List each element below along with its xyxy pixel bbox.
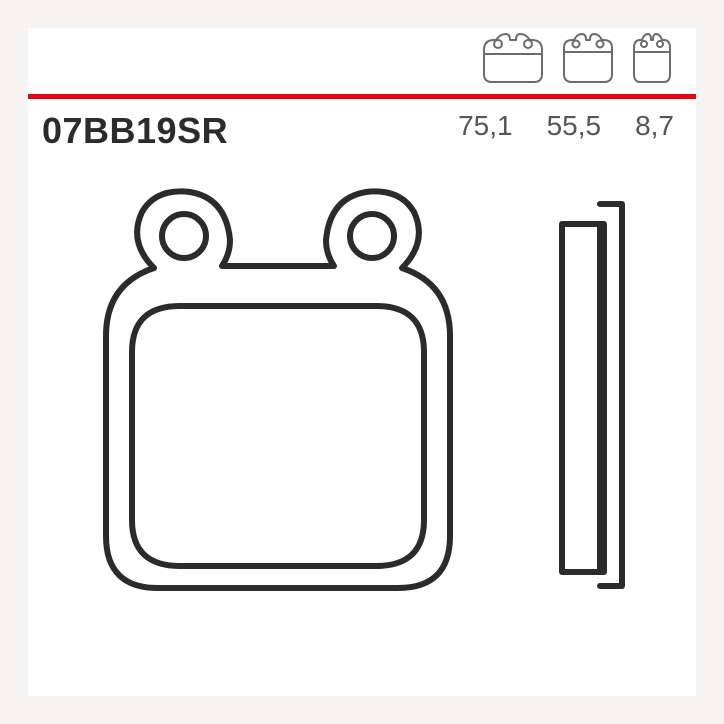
- dim-height-value: 55,5: [547, 110, 602, 142]
- accent-divider: [28, 94, 696, 99]
- dimension-values: 75,1 55,5 8,7: [458, 110, 674, 142]
- dim-width-value: 75,1: [458, 110, 513, 142]
- labels-row: 07BB19SR 75,1 55,5 8,7: [28, 110, 696, 152]
- brake-pad-diagram: [62, 188, 662, 668]
- dimension-icons-row: [480, 32, 674, 84]
- card: 07BB19SR 75,1 55,5 8,7: [28, 28, 696, 696]
- product-code: 07BB19SR: [42, 110, 228, 152]
- front-face-outline: [106, 191, 450, 588]
- width-dimension-icon: [480, 32, 546, 84]
- dim-thickness-value: 8,7: [635, 110, 674, 142]
- page-root: 07BB19SR 75,1 55,5 8,7: [0, 0, 724, 724]
- thickness-dimension-icon: [630, 32, 674, 84]
- side-profile-outline: [562, 204, 622, 586]
- header: 07BB19SR 75,1 55,5 8,7: [28, 28, 696, 136]
- height-dimension-icon: [560, 32, 616, 84]
